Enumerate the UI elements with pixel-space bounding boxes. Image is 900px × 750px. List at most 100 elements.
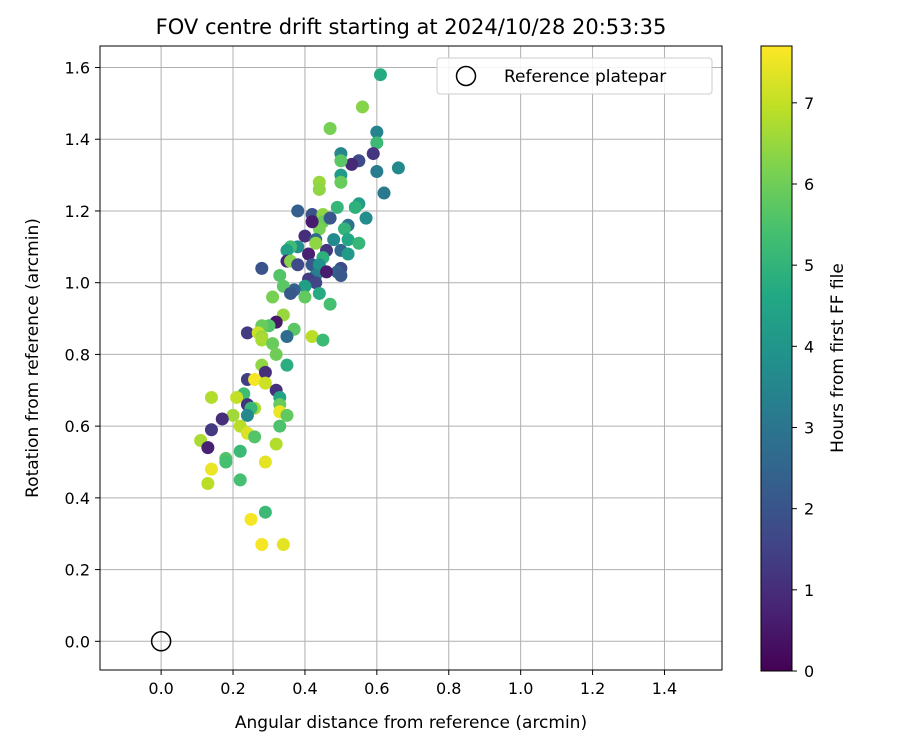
colorbar-tick-label: 5 <box>804 256 814 275</box>
scatter-point <box>258 376 272 390</box>
scatter-point <box>266 290 280 304</box>
scatter-point <box>248 373 262 387</box>
reference-platepar-marker <box>150 631 172 652</box>
colorbar-tick-label: 7 <box>804 94 814 113</box>
scatter-point <box>334 269 348 283</box>
scatter-point <box>305 329 319 343</box>
scatter-point <box>280 408 294 422</box>
y-tick-label: 0.8 <box>65 345 90 364</box>
scatter-point <box>323 211 337 225</box>
scatter-point <box>255 333 269 347</box>
scatter-point <box>201 441 215 455</box>
x-tick-label: 0.0 <box>148 679 173 698</box>
scatter-point <box>316 333 330 347</box>
x-tick-label: 1.2 <box>580 679 605 698</box>
scatter-point <box>215 412 229 426</box>
scatter-point <box>280 243 294 257</box>
scatter-point <box>370 125 384 139</box>
scatter-point <box>291 204 305 218</box>
scatter-point <box>266 337 280 351</box>
scatter-point <box>341 233 355 247</box>
scatter-point <box>280 329 294 343</box>
scatter-point <box>312 286 326 300</box>
scatter-point <box>233 444 247 458</box>
reference-marker-group <box>150 631 172 652</box>
colorbar-tick-label: 4 <box>804 337 814 356</box>
scatter-point <box>204 390 218 404</box>
scatter-point <box>298 279 312 293</box>
scatter-point <box>373 68 387 82</box>
scatter-point <box>255 261 269 275</box>
y-tick-label: 0.0 <box>65 632 90 651</box>
scatter-point <box>309 276 323 290</box>
colorbar-label: Hours from first FF file <box>828 263 848 453</box>
x-tick-label: 0.4 <box>292 679 317 698</box>
scatter-point <box>204 423 218 437</box>
colorbar-tick-label: 6 <box>804 175 814 194</box>
scatter-point <box>341 247 355 261</box>
scatter-point <box>305 215 319 229</box>
scatter-point <box>204 462 218 476</box>
chart-title: FOV centre drift starting at 2024/10/28 … <box>156 15 667 39</box>
colorbar-tick-label: 2 <box>804 500 814 519</box>
scatter-point <box>352 236 366 250</box>
scatter-point <box>323 121 337 135</box>
plot-background <box>100 46 722 670</box>
scatter-point <box>323 297 337 311</box>
x-axis-ticks: 0.0 0.2 0.4 0.6 0.8 1.0 1.2 1.4 <box>148 670 677 698</box>
scatter-point <box>258 505 272 519</box>
grid <box>100 46 722 670</box>
scatter-point <box>366 147 380 161</box>
y-tick-label: 1.0 <box>65 274 90 293</box>
legend: Reference platepar <box>436 57 713 95</box>
scatter-point <box>244 512 258 526</box>
scatter-point <box>248 430 262 444</box>
legend-label-reference: Reference platepar <box>504 67 666 87</box>
scatter-point <box>337 222 351 236</box>
x-tick-label: 1.0 <box>508 679 533 698</box>
scatter-point <box>201 477 215 491</box>
scatter-point <box>226 408 240 422</box>
scatter-point <box>309 236 323 250</box>
scatter-point <box>377 186 391 200</box>
scatter-point <box>370 165 384 179</box>
y-tick-label: 1.4 <box>65 130 90 149</box>
y-tick-label: 0.4 <box>65 489 90 508</box>
x-tick-label: 0.2 <box>220 679 245 698</box>
scatter-point <box>280 358 294 372</box>
colorbar-frame <box>760 45 793 672</box>
colorbar: 0 1 2 3 4 5 6 7 Hours from first FF file <box>760 45 848 681</box>
colorbar-tick-label: 3 <box>804 418 814 437</box>
scatter-point <box>348 200 362 214</box>
y-axis-ticks: 0.0 0.2 0.4 0.6 0.8 1.0 1.2 1.4 1.6 <box>65 59 100 651</box>
scatter-point <box>320 265 334 279</box>
scatter-point <box>284 286 298 300</box>
scatter-point <box>370 136 384 150</box>
y-tick-label: 0.2 <box>65 561 90 580</box>
scatter-point <box>269 347 283 361</box>
scatter-point <box>269 437 283 451</box>
plot-area <box>99 45 723 671</box>
scatter-point <box>240 326 254 340</box>
scatter-point <box>255 537 269 551</box>
x-axis-label: Angular distance from reference (arcmin) <box>235 713 587 733</box>
scatter-point <box>312 182 326 196</box>
scatter-point <box>327 233 341 247</box>
scatter-point <box>233 473 247 487</box>
scatter-point <box>345 157 359 171</box>
colorbar-tick-label: 0 <box>804 662 814 681</box>
scatter-point <box>302 247 316 261</box>
scatter-point <box>230 390 244 404</box>
scatter-point <box>258 365 272 379</box>
colorbar-ticks: 0 1 2 3 4 5 6 7 <box>792 94 814 681</box>
scatter-point <box>240 408 254 422</box>
x-tick-label: 1.4 <box>652 679 677 698</box>
legend-reference-marker <box>455 65 477 87</box>
plot-frame <box>99 45 723 671</box>
scatter-point <box>334 175 348 189</box>
scatter-point <box>276 537 290 551</box>
y-axis-label: Rotation from reference (arcmin) <box>23 218 43 498</box>
scatter-point <box>291 258 305 272</box>
y-tick-label: 1.6 <box>65 59 90 78</box>
